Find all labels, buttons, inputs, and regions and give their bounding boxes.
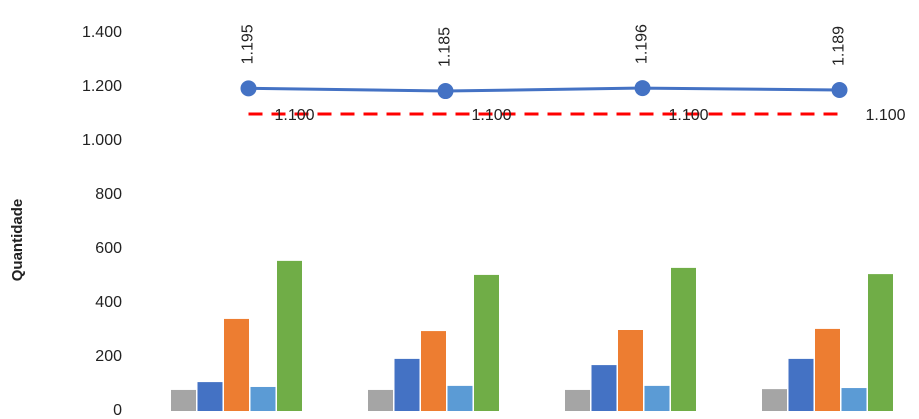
bar [197, 382, 223, 411]
bar [762, 389, 787, 411]
data-label: 1.100 [669, 107, 709, 124]
bar [591, 365, 617, 411]
bar [224, 318, 249, 411]
data-label: 1.196 [634, 24, 651, 64]
bar [368, 389, 393, 411]
bar [474, 274, 499, 411]
bar [671, 267, 696, 411]
y-tick-label: 1.400 [82, 24, 122, 41]
line-point [437, 83, 454, 100]
data-label: 1.189 [831, 26, 848, 66]
bar [421, 331, 446, 411]
data-label: 1.100 [472, 107, 512, 124]
line-point [831, 81, 848, 98]
bar [250, 386, 276, 411]
y-tick-label: 0 [113, 402, 122, 419]
bar [618, 330, 643, 411]
bar [565, 389, 590, 411]
data-label: 1.195 [240, 24, 257, 64]
bar [841, 388, 867, 411]
line-point [634, 80, 651, 97]
bar [447, 385, 473, 411]
bar [277, 260, 302, 411]
y-tick-label: 600 [95, 240, 122, 257]
y-tick-label: 1.000 [82, 132, 122, 149]
y-tick-label: 400 [95, 294, 122, 311]
y-tick-label: 1.200 [82, 78, 122, 95]
bar [171, 389, 196, 411]
y-tick-label: 200 [95, 348, 122, 365]
bar [788, 358, 814, 411]
data-label: 1.185 [437, 27, 454, 67]
data-label: 1.100 [275, 107, 315, 124]
line [248, 86, 840, 93]
bar [644, 385, 670, 411]
line-point [240, 80, 257, 97]
bar [868, 274, 893, 411]
data-label: 1.100 [866, 107, 906, 124]
bar [815, 328, 840, 411]
y-tick-label: 800 [95, 186, 122, 203]
y-axis-label: Quantidade [9, 199, 26, 282]
bar [394, 358, 420, 411]
